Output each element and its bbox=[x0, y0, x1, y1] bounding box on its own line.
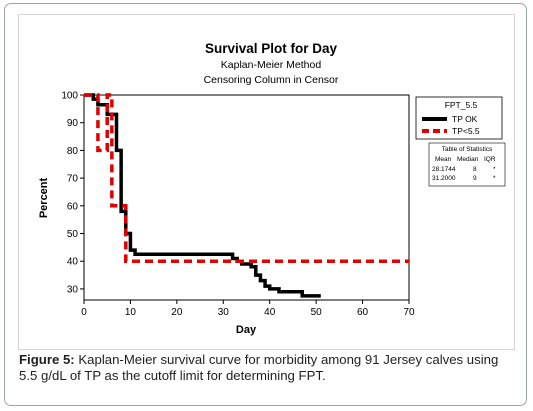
x-tick-label: 40 bbox=[264, 307, 276, 318]
x-tick-label: 70 bbox=[403, 307, 415, 318]
x-tick-label: 0 bbox=[81, 307, 87, 318]
x-axis: 0 10 20 30 40 50 60 70 bbox=[81, 300, 415, 318]
plot-panel: Survival Plot for Day Kaplan-Meier Metho… bbox=[18, 14, 515, 350]
chart-subtitle-2: Censoring Column in Censor bbox=[204, 74, 339, 86]
y-tick-label: 40 bbox=[67, 257, 79, 268]
x-tick-label: 30 bbox=[218, 307, 230, 318]
y-axis: 30 40 50 60 70 80 90 100 bbox=[61, 91, 84, 295]
figure-caption: Figure 5: Kaplan-Meier survival curve fo… bbox=[19, 352, 519, 384]
y-tick-label: 70 bbox=[67, 174, 79, 185]
legend-title: FPT_5.5 bbox=[445, 100, 478, 110]
chart-subtitle-1: Kaplan-Meier Method bbox=[221, 59, 322, 71]
y-tick-label: 90 bbox=[67, 118, 79, 129]
x-tick-label: 20 bbox=[171, 307, 183, 318]
y-tick-label: 100 bbox=[61, 91, 78, 102]
stats-row-1-mean: 28.1744 bbox=[432, 166, 456, 173]
x-axis-label: Day bbox=[236, 324, 257, 336]
plot-area bbox=[83, 94, 410, 301]
caption-label: Figure 5: bbox=[19, 352, 75, 367]
stats-row-1-median: 8 bbox=[473, 166, 477, 173]
survival-chart: Survival Plot for Day Kaplan-Meier Metho… bbox=[38, 41, 506, 336]
stats-header-median: Median bbox=[457, 156, 479, 163]
stats-header-iqr: IQR bbox=[484, 156, 496, 163]
stats-row-2-median: 9 bbox=[473, 175, 477, 182]
x-tick-label: 10 bbox=[125, 307, 137, 318]
y-tick-label: 80 bbox=[67, 146, 79, 157]
stats-table-title: Table of Statistics bbox=[442, 146, 493, 153]
x-tick-label: 50 bbox=[311, 307, 323, 318]
series-line-tp-5-5 bbox=[84, 93, 409, 263]
chart-title: Survival Plot for Day bbox=[205, 41, 338, 56]
legend-box: FPT_5.5 TP OK TP<5.5 bbox=[415, 96, 503, 140]
stats-row-2-mean: 31.2000 bbox=[432, 175, 456, 182]
y-tick-label: 50 bbox=[67, 229, 79, 240]
x-tick-label: 60 bbox=[357, 307, 369, 318]
caption-text: Kaplan-Meier survival curve for morbidit… bbox=[19, 352, 499, 383]
y-axis-label: Percent bbox=[38, 177, 50, 218]
figure-frame: Survival Plot for Day Kaplan-Meier Metho… bbox=[4, 3, 527, 406]
stats-header-mean: Mean bbox=[435, 156, 452, 163]
y-tick-label: 60 bbox=[67, 201, 79, 212]
stats-row-2-iqr: * bbox=[493, 175, 496, 182]
legend-label-tp-ok: TP OK bbox=[452, 114, 478, 124]
y-tick-label: 30 bbox=[67, 284, 79, 295]
stats-table: Table of Statistics Mean Median IQR 28.1… bbox=[428, 142, 506, 187]
stats-row-1-iqr: * bbox=[493, 166, 496, 173]
series-layer bbox=[84, 93, 409, 298]
legend-label-tp-low: TP<5.5 bbox=[452, 126, 480, 136]
